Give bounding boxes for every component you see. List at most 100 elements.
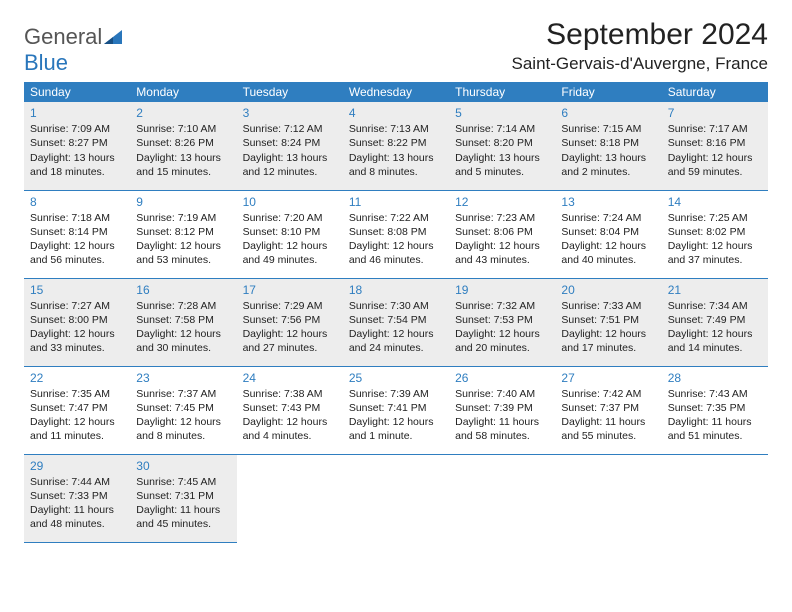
sunrise-line: Sunrise: 7:22 AM bbox=[349, 211, 443, 225]
sunrise-line: Sunrise: 7:17 AM bbox=[668, 122, 762, 136]
calendar-row: 1Sunrise: 7:09 AMSunset: 8:27 PM Daylight… bbox=[24, 102, 768, 190]
day-number: 12 bbox=[455, 194, 549, 210]
day-cell: 29Sunrise: 7:44 AMSunset: 7:33 PMDayligh… bbox=[24, 454, 130, 542]
sunrise-line: Sunrise: 7:13 AM bbox=[349, 122, 443, 136]
day-number: 9 bbox=[136, 194, 230, 210]
sunrise-line: Sunrise: 7:27 AM bbox=[30, 299, 124, 313]
logo-word-2: Blue bbox=[24, 50, 68, 75]
day-cell: 15Sunrise: 7:27 AMSunset: 8:00 PMDayligh… bbox=[24, 278, 130, 366]
month-title: September 2024 bbox=[512, 18, 768, 52]
daylight-line: Daylight: 12 hours and 30 minutes. bbox=[136, 327, 230, 355]
day-cell: 14Sunrise: 7:25 AMSunset: 8:02 PMDayligh… bbox=[662, 190, 768, 278]
empty-cell bbox=[449, 454, 555, 542]
sunset-line: Sunset: 7:37 PM bbox=[561, 401, 655, 415]
empty-cell bbox=[343, 454, 449, 542]
daylight-line: Daylight: 12 hours and 59 minutes. bbox=[668, 151, 762, 179]
day-number: 14 bbox=[668, 194, 762, 210]
day-cell: 26Sunrise: 7:40 AMSunset: 7:39 PMDayligh… bbox=[449, 366, 555, 454]
sunset-line: Sunset: 7:51 PM bbox=[561, 313, 655, 327]
daylight-line: Daylight: 12 hours and 49 minutes. bbox=[243, 239, 337, 267]
sunrise-line: Sunrise: 7:09 AM bbox=[30, 122, 124, 136]
day-number: 24 bbox=[243, 370, 337, 386]
day-number: 1 bbox=[30, 105, 124, 121]
daylight-line: Daylight: 12 hours and 53 minutes. bbox=[136, 239, 230, 267]
sunrise-line: Sunrise: 7:15 AM bbox=[561, 122, 655, 136]
empty-cell bbox=[662, 454, 768, 542]
sunrise-line: Sunrise: 7:32 AM bbox=[455, 299, 549, 313]
day-cell: 23Sunrise: 7:37 AMSunset: 7:45 PMDayligh… bbox=[130, 366, 236, 454]
empty-cell bbox=[555, 454, 661, 542]
sunset-line: Sunset: 7:47 PM bbox=[30, 401, 124, 415]
location: Saint-Gervais-d'Auvergne, France bbox=[512, 54, 768, 74]
header: General Blue September 2024 Saint-Gervai… bbox=[24, 18, 768, 76]
daylight-line: Daylight: 12 hours and 20 minutes. bbox=[455, 327, 549, 355]
calendar-row: 22Sunrise: 7:35 AMSunset: 7:47 PM Dayligh… bbox=[24, 366, 768, 454]
sunset-line: Sunset: 8:06 PM bbox=[455, 225, 549, 239]
day-number: 22 bbox=[30, 370, 124, 386]
sunset-line: Sunset: 8:22 PM bbox=[349, 136, 443, 150]
day-cell: 13Sunrise: 7:24 AMSunset: 8:04 PMDayligh… bbox=[555, 190, 661, 278]
day-number: 8 bbox=[30, 194, 124, 210]
daylight-line: Daylight: 12 hours and 43 minutes. bbox=[455, 239, 549, 267]
day-cell: 21Sunrise: 7:34 AMSunset: 7:49 PMDayligh… bbox=[662, 278, 768, 366]
sunset-line: Sunset: 7:33 PM bbox=[30, 489, 124, 503]
day-cell: 4Sunrise: 7:13 AMSunset: 8:22 PMDaylight… bbox=[343, 102, 449, 190]
sunrise-line: Sunrise: 7:39 AM bbox=[349, 387, 443, 401]
sunset-line: Sunset: 7:43 PM bbox=[243, 401, 337, 415]
sunrise-line: Sunrise: 7:29 AM bbox=[243, 299, 337, 313]
day-cell: 1Sunrise: 7:09 AMSunset: 8:27 PMDaylight… bbox=[24, 102, 130, 190]
sunset-line: Sunset: 8:02 PM bbox=[668, 225, 762, 239]
daylight-line: Daylight: 11 hours and 55 minutes. bbox=[561, 415, 655, 443]
day-cell: 18Sunrise: 7:30 AMSunset: 7:54 PMDayligh… bbox=[343, 278, 449, 366]
day-number: 2 bbox=[136, 105, 230, 121]
dow-header: Wednesday bbox=[343, 82, 449, 102]
day-number: 26 bbox=[455, 370, 549, 386]
sunset-line: Sunset: 8:27 PM bbox=[30, 136, 124, 150]
sunset-line: Sunset: 8:18 PM bbox=[561, 136, 655, 150]
calendar-row: 29Sunrise: 7:44 AMSunset: 7:33 PMDayligh… bbox=[24, 454, 768, 542]
daylight-line: Daylight: 12 hours and 14 minutes. bbox=[668, 327, 762, 355]
empty-cell bbox=[237, 454, 343, 542]
daylight-line: Daylight: 13 hours and 15 minutes. bbox=[136, 151, 230, 179]
daylight-line: Daylight: 12 hours and 40 minutes. bbox=[561, 239, 655, 267]
sunrise-line: Sunrise: 7:34 AM bbox=[668, 299, 762, 313]
daylight-line: Daylight: 12 hours and 8 minutes. bbox=[136, 415, 230, 443]
daylight-line: Daylight: 12 hours and 37 minutes. bbox=[668, 239, 762, 267]
day-cell: 22Sunrise: 7:35 AMSunset: 7:47 PMDayligh… bbox=[24, 366, 130, 454]
sunrise-line: Sunrise: 7:35 AM bbox=[30, 387, 124, 401]
day-number: 15 bbox=[30, 282, 124, 298]
daylight-line: Daylight: 12 hours and 27 minutes. bbox=[243, 327, 337, 355]
day-number: 27 bbox=[561, 370, 655, 386]
sunrise-line: Sunrise: 7:45 AM bbox=[136, 475, 230, 489]
sunrise-line: Sunrise: 7:43 AM bbox=[668, 387, 762, 401]
daylight-line: Daylight: 13 hours and 2 minutes. bbox=[561, 151, 655, 179]
day-cell: 28Sunrise: 7:43 AMSunset: 7:35 PMDayligh… bbox=[662, 366, 768, 454]
day-number: 6 bbox=[561, 105, 655, 121]
sunrise-line: Sunrise: 7:23 AM bbox=[455, 211, 549, 225]
day-number: 17 bbox=[243, 282, 337, 298]
day-number: 3 bbox=[243, 105, 337, 121]
daylight-line: Daylight: 11 hours and 51 minutes. bbox=[668, 415, 762, 443]
daylight-line: Daylight: 12 hours and 33 minutes. bbox=[30, 327, 124, 355]
logo-text-wrap: General Blue bbox=[24, 24, 122, 76]
dow-header: Thursday bbox=[449, 82, 555, 102]
daylight-line: Daylight: 12 hours and 46 minutes. bbox=[349, 239, 443, 267]
day-cell: 6Sunrise: 7:15 AMSunset: 8:18 PMDaylight… bbox=[555, 102, 661, 190]
sunset-line: Sunset: 8:14 PM bbox=[30, 225, 124, 239]
daylight-line: Daylight: 12 hours and 17 minutes. bbox=[561, 327, 655, 355]
day-cell: 24Sunrise: 7:38 AMSunset: 7:43 PMDayligh… bbox=[237, 366, 343, 454]
day-cell: 12Sunrise: 7:23 AMSunset: 8:06 PMDayligh… bbox=[449, 190, 555, 278]
day-cell: 8Sunrise: 7:18 AMSunset: 8:14 PMDaylight… bbox=[24, 190, 130, 278]
daylight-line: Daylight: 12 hours and 4 minutes. bbox=[243, 415, 337, 443]
daylight-line: Daylight: 11 hours and 45 minutes. bbox=[136, 503, 230, 531]
logo-word-1: General bbox=[24, 24, 102, 49]
day-number: 7 bbox=[668, 105, 762, 121]
sunset-line: Sunset: 8:16 PM bbox=[668, 136, 762, 150]
sunset-line: Sunset: 8:08 PM bbox=[349, 225, 443, 239]
sunset-line: Sunset: 7:31 PM bbox=[136, 489, 230, 503]
sunset-line: Sunset: 8:26 PM bbox=[136, 136, 230, 150]
sunrise-line: Sunrise: 7:38 AM bbox=[243, 387, 337, 401]
title-block: September 2024 Saint-Gervais-d'Auvergne,… bbox=[512, 18, 768, 74]
sunrise-line: Sunrise: 7:40 AM bbox=[455, 387, 549, 401]
sunset-line: Sunset: 7:39 PM bbox=[455, 401, 549, 415]
